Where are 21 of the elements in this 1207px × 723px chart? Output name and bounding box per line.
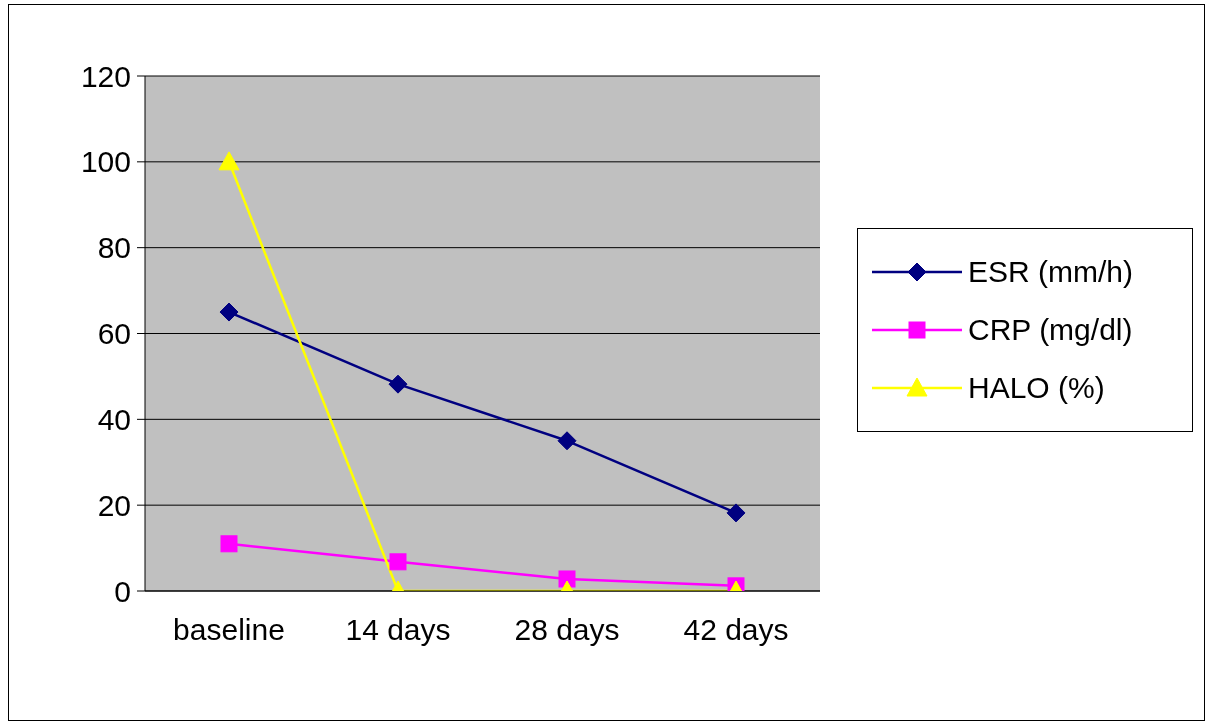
point bbox=[388, 374, 408, 394]
y-tick-label: 0 bbox=[114, 574, 131, 608]
point bbox=[389, 553, 407, 571]
x-tick-label: 42 days bbox=[683, 613, 789, 647]
legend-label: CRP (mg/dl) bbox=[968, 313, 1133, 347]
y-tick-label: 80 bbox=[97, 231, 131, 265]
x-tick-label: 14 days bbox=[345, 613, 451, 647]
y-tick-label: 100 bbox=[80, 145, 131, 179]
y-tick-label: 40 bbox=[97, 402, 131, 436]
x-tick-label: 28 days bbox=[514, 613, 620, 647]
point bbox=[726, 503, 746, 523]
point bbox=[218, 151, 240, 171]
legend-label: ESR (mm/h) bbox=[968, 255, 1133, 289]
point bbox=[219, 302, 239, 322]
y-tick-label: 20 bbox=[97, 488, 131, 522]
y-tick-label: 60 bbox=[97, 317, 131, 351]
y-tick-label: 120 bbox=[80, 59, 131, 93]
legend-label: HALO (%) bbox=[968, 371, 1105, 405]
point bbox=[557, 431, 577, 451]
x-tick-label: baseline bbox=[173, 613, 285, 647]
point bbox=[220, 535, 238, 553]
